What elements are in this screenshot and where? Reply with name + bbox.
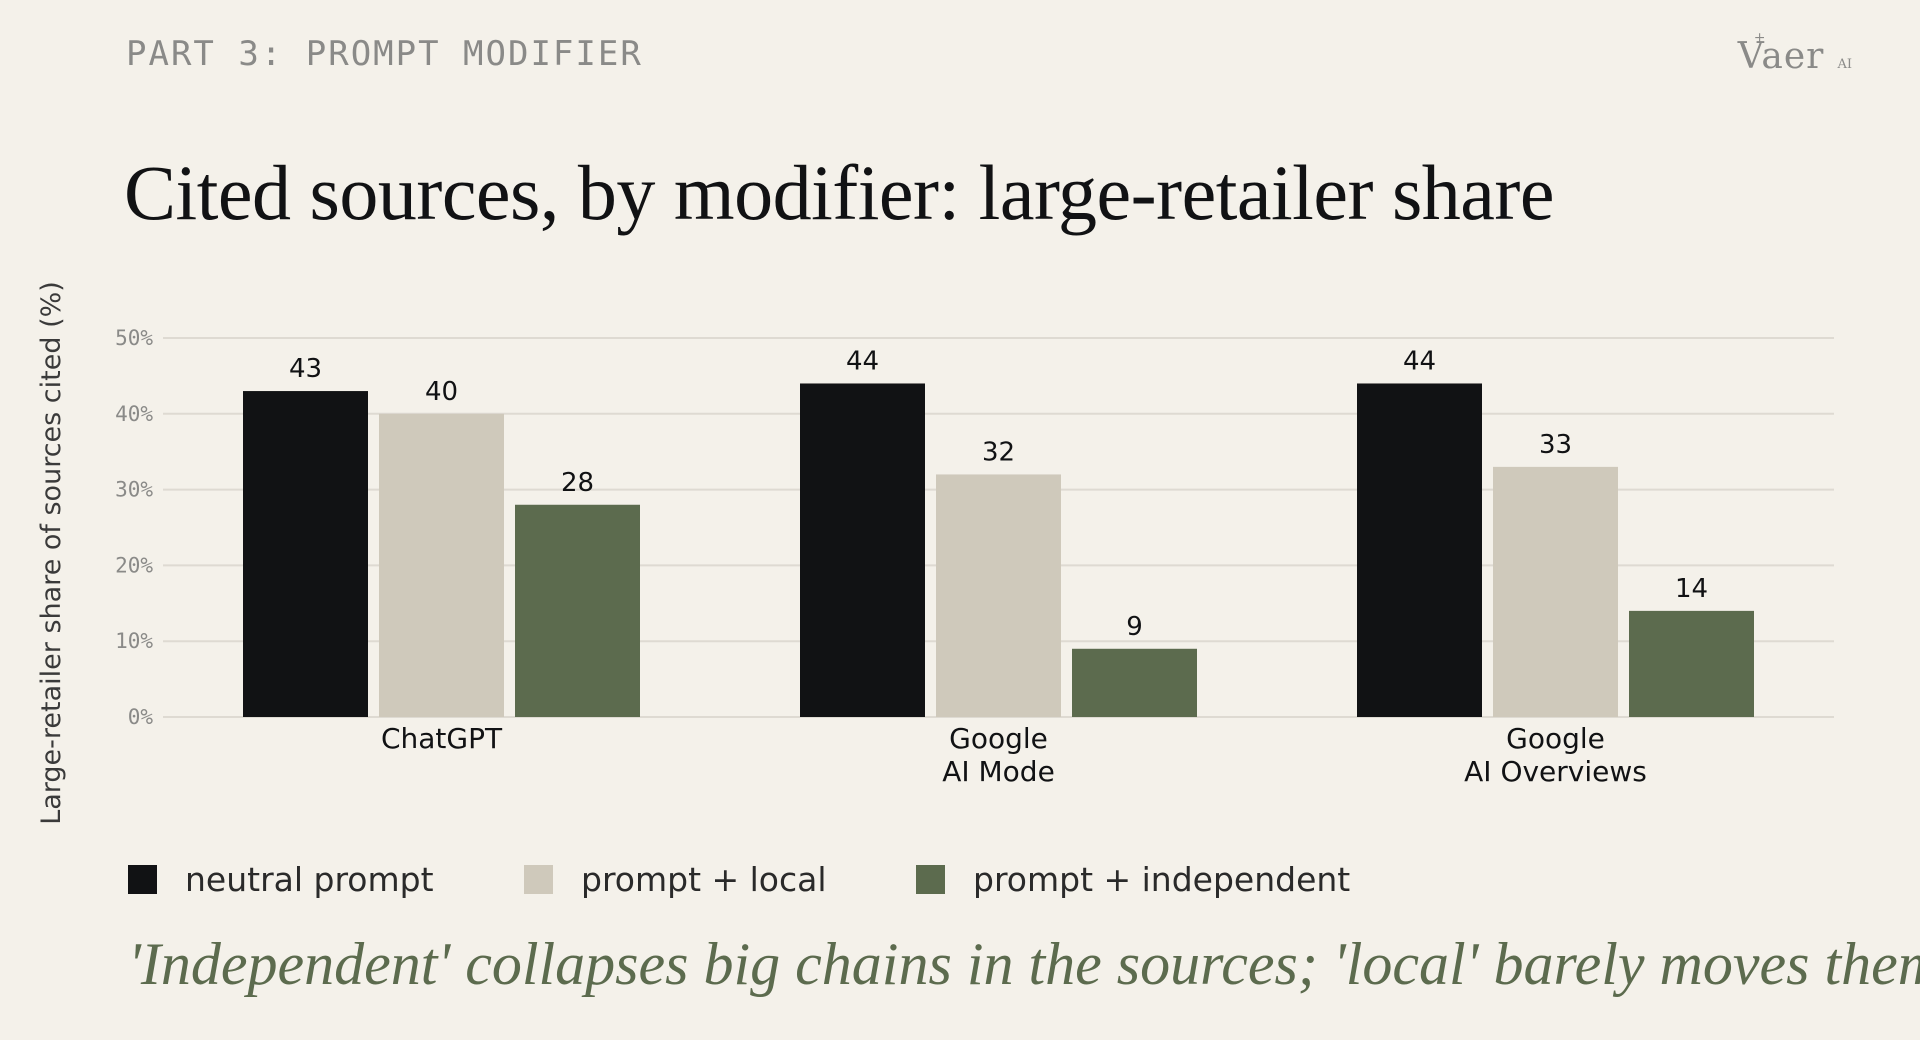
x-tick-label: Google AI Mode [942,722,1055,788]
legend-label: prompt + independent [973,860,1351,899]
takeaway-caption: 'Independent' collapses big chains in th… [128,931,1920,997]
bar [243,391,368,717]
brand-logo: + Vaer AI [1737,30,1852,77]
legend-item: prompt + local [524,860,916,899]
bar-value-label: 14 [1675,574,1708,604]
x-tick-label: Google AI Overviews [1464,722,1647,788]
x-tick-label-line: AI Mode [942,755,1055,788]
bar [515,504,640,717]
chart-legend: neutral prompt prompt + local prompt + ind… [128,860,1350,899]
legend-item: prompt + independent [916,860,1350,899]
bar [1493,466,1618,717]
legend-label: prompt + local [581,860,827,899]
bar-value-label: 9 [1126,612,1143,642]
bar-value-label: 43 [289,354,322,384]
y-tick-label: 40% [115,402,153,426]
legend-swatch [524,865,553,894]
bar-value-label: 44 [846,346,879,376]
bar [800,383,925,717]
x-tick-label-line: ChatGPT [381,722,503,755]
y-tick-label: 20% [115,553,153,577]
bar-value-label: 40 [425,377,458,407]
legend-swatch [128,865,157,894]
legend-item: neutral prompt [128,860,524,899]
legend-label: neutral prompt [185,860,434,899]
y-tick-label: 50% [115,326,153,350]
x-tick-label: ChatGPT [381,722,503,755]
bar [936,474,1061,717]
bar-value-label: 28 [561,468,594,498]
brand-name: Vaer [1737,36,1825,77]
bar [1629,610,1754,717]
x-tick-label-line: Google [949,722,1048,755]
bar [379,413,504,717]
y-tick-label: 10% [115,629,153,653]
brand-sub: AI [1837,57,1852,72]
bar-value-label: 44 [1403,346,1436,376]
x-tick-label-line: AI Overviews [1464,755,1647,788]
chart-title: Cited sources, by modifier: large-retail… [124,149,1555,236]
bar-chart: 0% 10% 20% 30% 40% 50% Large-retailer share of… [36,281,1834,825]
legend-swatch [916,865,945,894]
bar-value-label: 33 [1539,430,1572,460]
bar [1357,383,1482,717]
bar [1072,648,1197,717]
y-tick-label: 0% [128,705,154,729]
bar-value-label: 32 [982,437,1015,467]
section-kicker: PART 3: PROMPT MODIFIER [126,34,643,74]
brand-spark-icon: + [1753,30,1766,46]
y-axis-label: Large-retailer share of sources cited (%… [36,281,67,825]
y-tick-label: 30% [115,478,153,502]
x-tick-label-line: Google [1506,722,1605,755]
